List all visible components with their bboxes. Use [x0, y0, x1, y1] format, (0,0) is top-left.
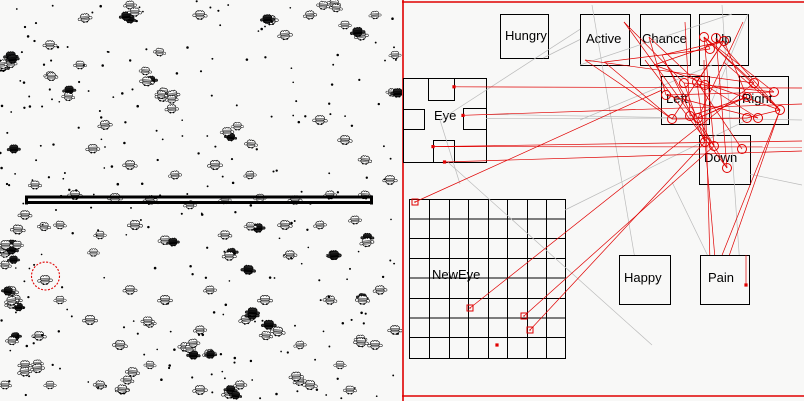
svg-text:Eye: Eye — [434, 108, 456, 123]
svg-text:Chance: Chance — [642, 31, 687, 46]
svg-text:NewEye: NewEye — [432, 267, 480, 282]
svg-text:Happy: Happy — [624, 270, 662, 285]
svg-text:Hungry: Hungry — [505, 28, 547, 43]
svg-text:Active: Active — [586, 31, 621, 46]
svg-text:Pain: Pain — [708, 270, 734, 285]
